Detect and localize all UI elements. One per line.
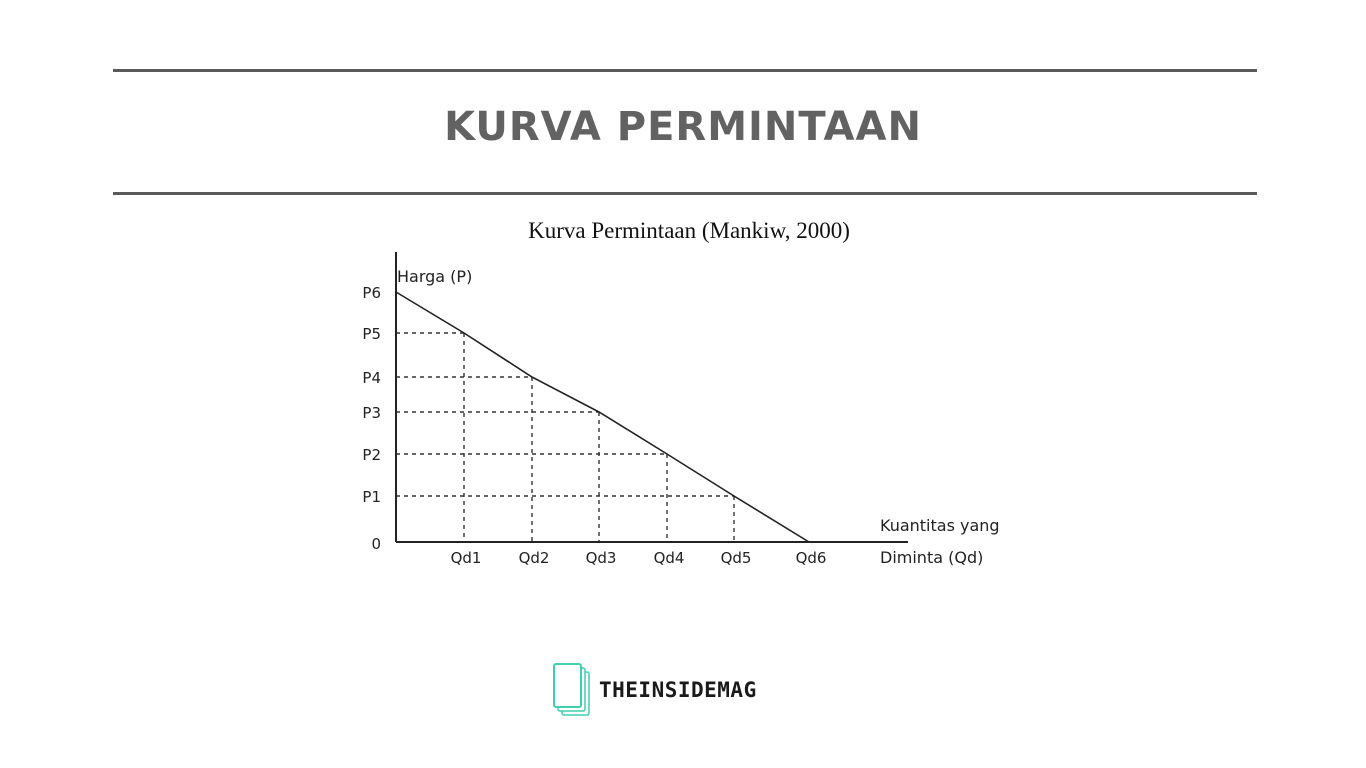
- x-tick-label: Qd2: [519, 549, 550, 567]
- x-tick-label: Qd1: [451, 549, 482, 567]
- x-tick-label: Qd3: [586, 549, 617, 567]
- brand-logo: THEINSIDEMAG: [553, 662, 757, 718]
- y-tick-label: P1: [362, 488, 381, 506]
- dashed-guides: [396, 332, 735, 542]
- x-tick-label: Qd4: [654, 549, 685, 567]
- x-tick-label: Qd6: [796, 549, 827, 567]
- y-tick-label: P3: [362, 404, 381, 422]
- top-divider: [113, 69, 1257, 72]
- y-tick-label: P2: [362, 446, 381, 464]
- y-tick-label: P4: [362, 369, 381, 387]
- x-axis-label-line2: Diminta (Qd): [880, 548, 983, 567]
- x-tick-labels: Qd1 Qd2 Qd3 Qd4 Qd5 Qd6: [451, 549, 827, 567]
- brand-name: THEINSIDEMAG: [599, 678, 757, 702]
- chart-title: Kurva Permintaan (Mankiw, 2000): [528, 218, 850, 243]
- banner-title: KURVA PERMINTAAN: [444, 104, 922, 150]
- y-axis-label: Harga (P): [397, 267, 472, 286]
- origin-label: 0: [371, 535, 381, 553]
- x-tick-label: Qd5: [721, 549, 752, 567]
- y-tick-label: P5: [362, 325, 381, 343]
- demand-curve-line: [395, 291, 810, 543]
- y-tick-labels: P1 P2 P3 P4 P5 P6: [362, 284, 381, 506]
- bottom-divider: [113, 192, 1257, 195]
- y-tick-label: P6: [362, 284, 381, 302]
- x-axis-label-line1: Kuantitas yang: [880, 516, 1000, 535]
- stacked-pages-icon: [553, 662, 593, 718]
